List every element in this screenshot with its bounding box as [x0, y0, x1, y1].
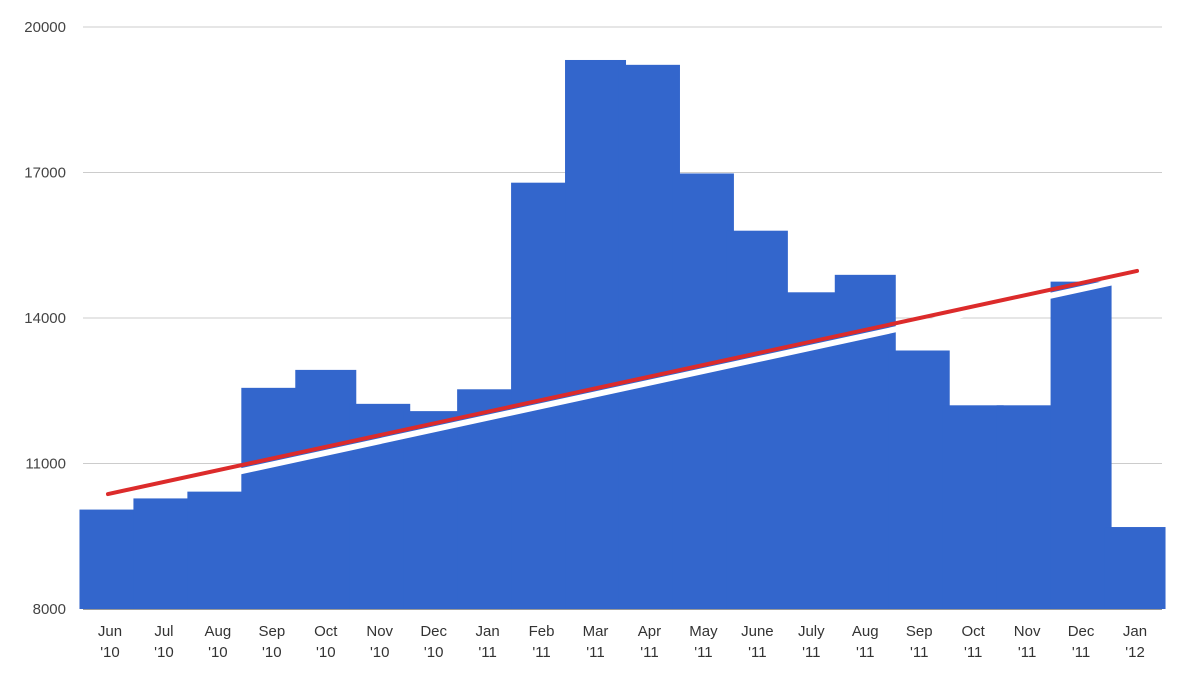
x-tick-label-month: May: [689, 623, 718, 640]
x-tick-label-month: Sep: [258, 623, 285, 640]
bar: [618, 64, 680, 609]
x-tick-label-year: '11: [1018, 644, 1036, 661]
bar: [726, 230, 788, 609]
x-tick-label-month: Jun: [98, 623, 122, 640]
bar: [403, 411, 465, 609]
x-tick-label-year: '11: [748, 644, 766, 661]
x-tick-label-year: '10: [262, 644, 282, 661]
bar: [942, 405, 1004, 609]
y-axis-tick-labels: 8000 11000 14000 17000 20000: [24, 19, 66, 618]
trendline-halo: [107, 274, 1138, 503]
bar: [133, 498, 195, 609]
trendline: [105, 268, 1140, 503]
bar: [996, 405, 1058, 609]
bars: [79, 59, 1166, 610]
bar: [457, 389, 519, 609]
x-tick-label-month: Oct: [962, 623, 986, 640]
y-tick-label: 20000: [24, 19, 66, 36]
y-tick-label: 14000: [24, 310, 66, 327]
x-tick-label-year: '11: [478, 644, 496, 661]
x-tick-label-year: '12: [1125, 644, 1145, 661]
x-tick-label-year: '11: [964, 644, 982, 661]
x-tick-label-year: '11: [586, 644, 604, 661]
x-tick-label-year: '10: [316, 644, 336, 661]
y-tick-label: 11000: [25, 456, 66, 473]
x-tick-label-month: Dec: [1068, 623, 1095, 640]
bar: [241, 387, 303, 609]
x-tick-label-month: Oct: [314, 623, 338, 640]
trendline-line: [105, 268, 1140, 497]
x-tick-label-year: '11: [1072, 644, 1090, 661]
x-tick-label-month: Jan: [476, 623, 500, 640]
x-tick-label-month: Apr: [638, 623, 661, 640]
x-tick-label-year: '10: [370, 644, 390, 661]
bar: [1050, 281, 1112, 609]
x-tick-label-month: Nov: [366, 623, 393, 640]
x-tick-label-month: Jan: [1123, 623, 1147, 640]
bar: [1104, 527, 1166, 609]
y-tick-label: 17000: [24, 165, 66, 182]
bar: [295, 369, 357, 609]
x-axis-category-labels: Jun '10 Jul '10 Aug '10 Sep '10 Oct '10 Nov '10 Dec '…: [98, 623, 1147, 661]
x-tick-label-month: Jul: [154, 623, 173, 640]
x-tick-label-month: Nov: [1014, 623, 1041, 640]
bar: [888, 350, 950, 609]
x-tick-label-month: Aug: [205, 623, 232, 640]
bar: [672, 173, 734, 609]
y-tick-label: 8000: [33, 601, 66, 618]
x-tick-label-month: July: [798, 623, 825, 640]
x-tick-label-month: Dec: [420, 623, 447, 640]
x-tick-label-year: '11: [802, 644, 820, 661]
x-tick-label-month: Mar: [583, 623, 609, 640]
x-tick-label-month: Aug: [852, 623, 879, 640]
bar: [565, 59, 627, 610]
x-tick-label-year: '11: [640, 644, 658, 661]
x-tick-label-year: '11: [910, 644, 928, 661]
x-tick-label-year: '11: [532, 644, 550, 661]
x-tick-label-month: June: [741, 623, 774, 640]
bar: [187, 491, 249, 609]
x-tick-label-month: Sep: [906, 623, 933, 640]
x-tick-label-year: '10: [154, 644, 174, 661]
x-tick-label-month: Feb: [529, 623, 555, 640]
bar: [79, 509, 141, 609]
x-tick-label-year: '10: [100, 644, 120, 661]
x-tick-label-year: '11: [856, 644, 874, 661]
x-tick-label-year: '10: [424, 644, 444, 661]
x-tick-label-year: '11: [694, 644, 712, 661]
x-tick-label-year: '10: [208, 644, 228, 661]
